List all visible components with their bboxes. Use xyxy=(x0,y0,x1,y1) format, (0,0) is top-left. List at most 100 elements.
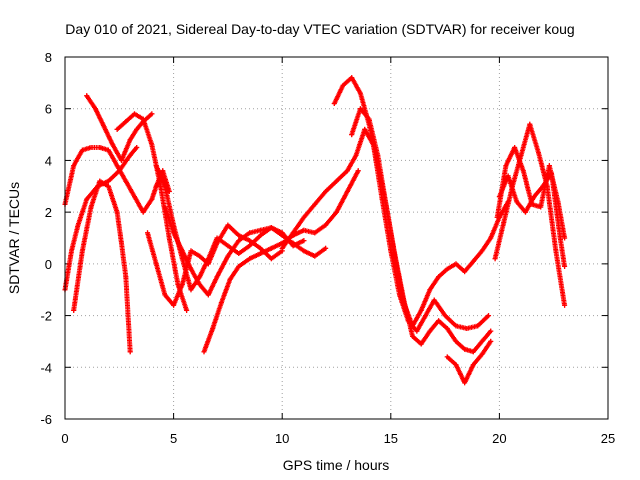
data-point xyxy=(257,251,263,257)
data-point xyxy=(149,196,155,202)
data-point xyxy=(301,248,307,254)
y-tick-label: -2 xyxy=(40,309,52,324)
data-point xyxy=(158,183,164,189)
x-tick-label: 5 xyxy=(170,431,177,446)
series-track-5 xyxy=(114,111,190,313)
plot-frame xyxy=(64,56,609,420)
data-point xyxy=(92,106,98,112)
data-point xyxy=(97,178,103,184)
data-point xyxy=(123,178,129,184)
data-point xyxy=(132,111,138,117)
data-point xyxy=(355,168,361,174)
data-point xyxy=(375,152,381,158)
data-point xyxy=(175,282,181,288)
data-point xyxy=(75,222,81,228)
data-point xyxy=(475,323,481,329)
data-point xyxy=(331,101,337,107)
data-point xyxy=(188,287,194,293)
data-point xyxy=(290,240,296,246)
data-point xyxy=(97,145,103,150)
data-point xyxy=(531,194,537,200)
data-point xyxy=(488,328,494,334)
series-markers xyxy=(349,106,511,329)
data-point xyxy=(197,253,203,259)
data-point xyxy=(123,274,129,280)
data-point xyxy=(383,204,389,210)
series-track-6 xyxy=(145,222,285,308)
data-point xyxy=(162,204,168,210)
data-point xyxy=(444,266,450,272)
data-point xyxy=(334,209,339,215)
data-point xyxy=(312,253,318,259)
data-point xyxy=(488,235,494,241)
y-tick-label: 0 xyxy=(45,257,52,272)
data-point xyxy=(494,214,500,220)
data-point xyxy=(479,351,485,357)
data-point xyxy=(127,349,133,355)
data-point xyxy=(118,157,124,163)
data-point xyxy=(153,261,159,267)
data-point xyxy=(214,274,220,280)
data-point xyxy=(201,349,207,355)
data-point xyxy=(418,341,424,347)
data-point xyxy=(453,338,459,344)
data-point xyxy=(205,256,211,262)
data-point xyxy=(127,137,133,143)
data-point xyxy=(140,116,146,122)
data-point xyxy=(247,243,253,249)
data-point xyxy=(227,276,233,282)
data-point xyxy=(344,168,350,174)
data-point xyxy=(444,354,450,360)
x-tick-label: 25 xyxy=(601,431,615,446)
data-point xyxy=(179,256,185,262)
data-point xyxy=(401,300,407,306)
data-point xyxy=(140,209,146,215)
data-point xyxy=(492,256,498,262)
data-point xyxy=(453,362,459,368)
data-point xyxy=(464,326,470,331)
data-point xyxy=(218,300,224,306)
data-point xyxy=(110,142,116,148)
data-point xyxy=(323,222,329,228)
data-point xyxy=(436,274,442,280)
data-point xyxy=(123,119,129,125)
data-point xyxy=(79,147,85,153)
series-track-4 xyxy=(71,178,133,355)
data-point xyxy=(160,168,166,174)
data-point xyxy=(312,201,318,207)
data-point xyxy=(414,328,420,334)
x-tick-label: 20 xyxy=(492,431,506,446)
x-tick-label: 10 xyxy=(275,431,289,446)
data-point xyxy=(512,145,518,150)
data-point xyxy=(88,145,94,150)
data-point xyxy=(114,209,120,215)
data-point xyxy=(470,349,476,355)
data-point xyxy=(553,248,559,254)
data-point xyxy=(453,261,459,267)
data-point xyxy=(427,328,433,334)
x-tick-label: 0 xyxy=(61,431,68,446)
data-point xyxy=(162,183,168,189)
data-point xyxy=(301,214,307,220)
data-point xyxy=(84,93,90,99)
y-tick-label: 2 xyxy=(45,205,52,220)
data-point xyxy=(505,173,511,179)
data-point xyxy=(179,282,185,288)
data-point xyxy=(153,163,159,169)
data-point xyxy=(479,338,485,344)
data-point xyxy=(444,326,450,331)
data-point xyxy=(132,194,138,200)
data-point xyxy=(353,152,359,158)
series-track-13 xyxy=(444,338,494,386)
data-point xyxy=(79,248,85,254)
data-point xyxy=(225,243,231,249)
data-point xyxy=(486,313,492,319)
data-point xyxy=(105,183,111,189)
plot-series xyxy=(62,75,568,386)
data-point xyxy=(69,248,75,254)
y-tick-label: 8 xyxy=(45,50,52,65)
y-tick-label: 6 xyxy=(45,102,52,117)
data-point xyxy=(520,168,526,174)
data-point xyxy=(470,362,476,368)
data-point xyxy=(268,256,274,262)
